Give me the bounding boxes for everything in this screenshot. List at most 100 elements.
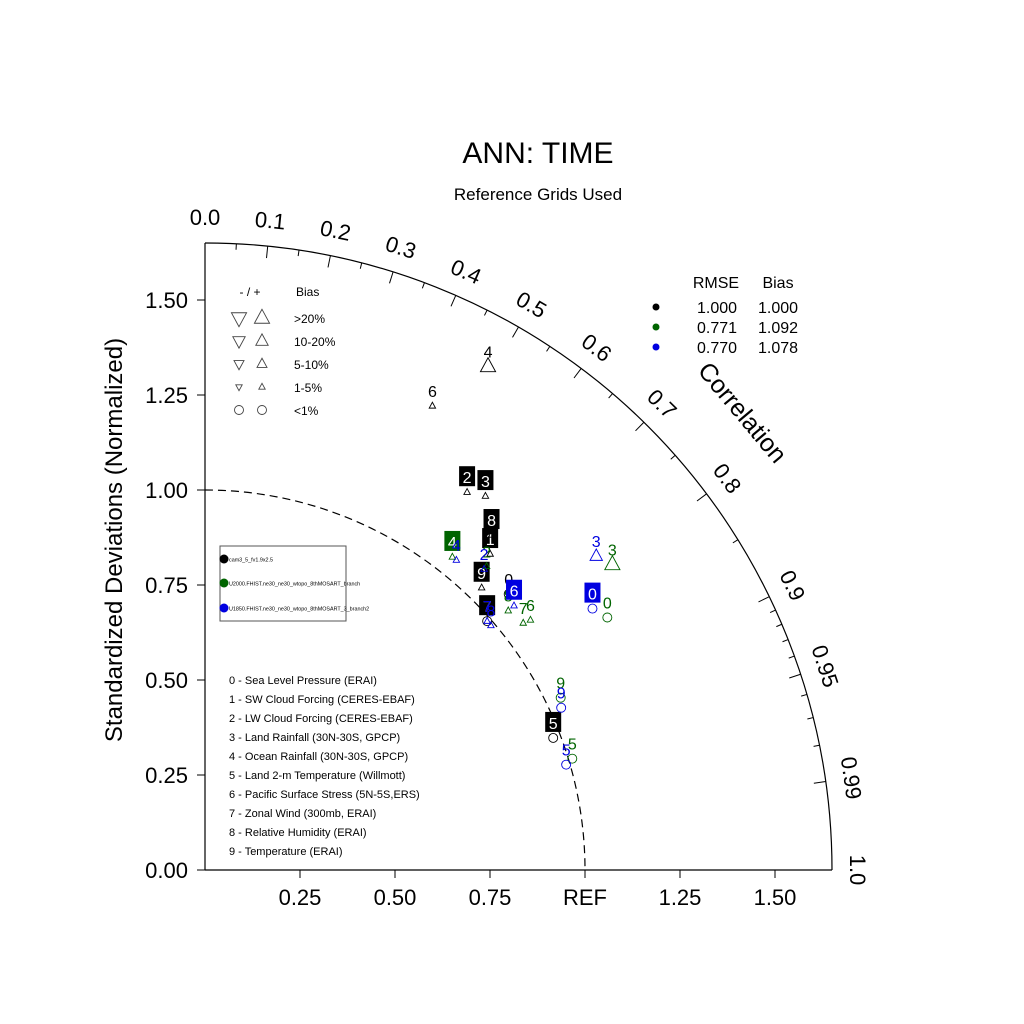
- data-point: 1: [482, 528, 499, 557]
- data-point-marker: [510, 601, 518, 609]
- data-point: 4: [452, 538, 461, 563]
- data-point-label: 6: [526, 598, 535, 615]
- variable-legend-item: 4 - Ocean Rainfall (30N-30S, GPCP): [229, 751, 408, 763]
- variable-legend-item: 9 - Temperature (ERAI): [229, 846, 343, 858]
- correlation-tick-label: 0.1: [254, 207, 287, 235]
- data-point-label-box: [506, 579, 523, 600]
- correlation-tick-label: 0.8: [708, 459, 746, 498]
- correlation-tick-label: 0.0: [190, 205, 221, 230]
- data-point-marker: [463, 487, 472, 495]
- data-point-label: 0: [603, 595, 612, 612]
- data-point-marker: [483, 616, 492, 624]
- stats-rmse-case-1: 1.000: [697, 300, 737, 317]
- bias-legend-circle: [257, 405, 267, 415]
- stats-bias-case-2: 1.092: [758, 320, 798, 337]
- correlation-tick-label: 0.6: [577, 329, 616, 367]
- y-tick-label: 0.75: [145, 573, 188, 598]
- y-tick-label: 0.50: [145, 668, 188, 693]
- stats-row: 0.770 1.078: [652, 340, 798, 357]
- correlation-minor-tick: [782, 639, 789, 643]
- data-point-marker: [604, 554, 621, 571]
- correlation-tick-label: 0.3: [382, 231, 419, 264]
- data-point-marker: [555, 692, 566, 703]
- chart-subtitle: Reference Grids Used: [454, 185, 622, 204]
- data-point-marker: [548, 732, 559, 743]
- correlation-minor-tick: [421, 282, 425, 289]
- data-point-marker: [519, 618, 528, 626]
- data-point-marker: [486, 549, 495, 557]
- data-point-marker: [479, 356, 497, 373]
- correlation-minor-tick: [813, 744, 820, 747]
- data-point-label-box: [473, 561, 490, 582]
- y-tick-label: 1.00: [145, 478, 188, 503]
- data-point-label: 2: [480, 547, 489, 564]
- data-point-marker: [602, 612, 613, 623]
- chart-title: ANN: TIME: [462, 137, 613, 170]
- variable-legend-item: 5 - Land 2-m Temperature (Willmott): [229, 770, 405, 782]
- data-point-label: 3: [592, 534, 601, 551]
- correlation-tick: [789, 673, 801, 679]
- data-point-label: 7: [519, 601, 528, 618]
- correlation-minor-tick: [769, 609, 776, 613]
- reference-std-arc: [204, 489, 586, 871]
- variable-legend-item: 3 - Land Rainfall (30N-30S, GPCP): [229, 732, 400, 744]
- data-point-label: 8: [487, 513, 496, 530]
- bias-legend-down-triangle: [232, 336, 246, 350]
- correlation-tick: [573, 368, 582, 379]
- correlation-tick: [813, 781, 826, 784]
- variable-legend-item: 1 - SW Cloud Forcing (CERES-EBAF): [229, 694, 415, 706]
- data-point: 0: [584, 582, 601, 614]
- outer-correlation-arc: [204, 242, 833, 871]
- data-point-label: 7: [483, 599, 492, 616]
- stats-row: 0.771 1.092: [652, 320, 798, 337]
- data-point: 8: [486, 603, 495, 629]
- bias-legend-down-triangle: [233, 360, 245, 371]
- y-tick-label: 0.25: [145, 763, 188, 788]
- data-point-label: 3: [481, 474, 490, 491]
- data-point-marker: [448, 552, 457, 560]
- stats-bias-case-3: 1.078: [758, 340, 798, 357]
- stats-dot-case-3: [652, 343, 660, 351]
- bias-legend-up-triangle: [256, 357, 268, 368]
- x-tick-label: 1.25: [659, 885, 702, 910]
- x-tick-label: REF: [563, 885, 607, 910]
- data-point-marker: [567, 753, 578, 764]
- data-point-label: 5: [562, 743, 571, 760]
- data-point-marker: [587, 603, 598, 614]
- x-tick-label: 1.50: [754, 885, 797, 910]
- data-point-label: 4: [484, 344, 493, 361]
- variable-legend-item: 7 - Zonal Wind (300mb, ERAI): [229, 808, 376, 820]
- data-point-marker: [561, 759, 572, 770]
- data-point-marker: [452, 555, 461, 563]
- data-point-label: 7: [483, 599, 492, 616]
- data-point-label: 5: [568, 737, 577, 754]
- stats-header-bias: Bias: [762, 275, 793, 292]
- bias-legend-up-triangle: [258, 382, 266, 390]
- variable-legend-item: 2 - LW Cloud Forcing (CERES-EBAF): [229, 713, 413, 725]
- data-point-marker: [556, 702, 567, 713]
- data-point-label-box: [444, 530, 461, 551]
- stats-legend: RMSE Bias 1.000 1.000 0.771 1.092 0.770 …: [652, 275, 798, 357]
- correlation-label: Correlation: [692, 357, 792, 469]
- data-point: 9: [473, 561, 490, 591]
- data-point-label: 3: [608, 542, 617, 559]
- correlation-minor-tick: [732, 539, 739, 544]
- data-point-label: 6: [510, 584, 519, 601]
- correlation-minor-tick: [359, 262, 363, 269]
- correlation-tick: [635, 421, 645, 432]
- correlation-tick: [758, 596, 770, 603]
- stats-row: 1.000 1.000: [652, 300, 798, 317]
- correlation-minor-tick: [608, 393, 613, 399]
- data-point: 6: [506, 579, 523, 609]
- data-point: 6: [526, 598, 535, 623]
- correlation-tick: [327, 255, 331, 268]
- data-point: 2: [480, 547, 489, 572]
- correlation-minor-tick: [788, 655, 795, 659]
- correlation-tick-label: 0.5: [512, 286, 551, 323]
- reference-arc: [204, 489, 586, 871]
- correlation-minor-tick: [776, 623, 783, 628]
- bias-legend-label: 10-20%: [294, 335, 336, 349]
- data-point-marker: [428, 401, 437, 409]
- data-point: 7: [483, 599, 492, 624]
- data-point-label: 2: [463, 470, 472, 487]
